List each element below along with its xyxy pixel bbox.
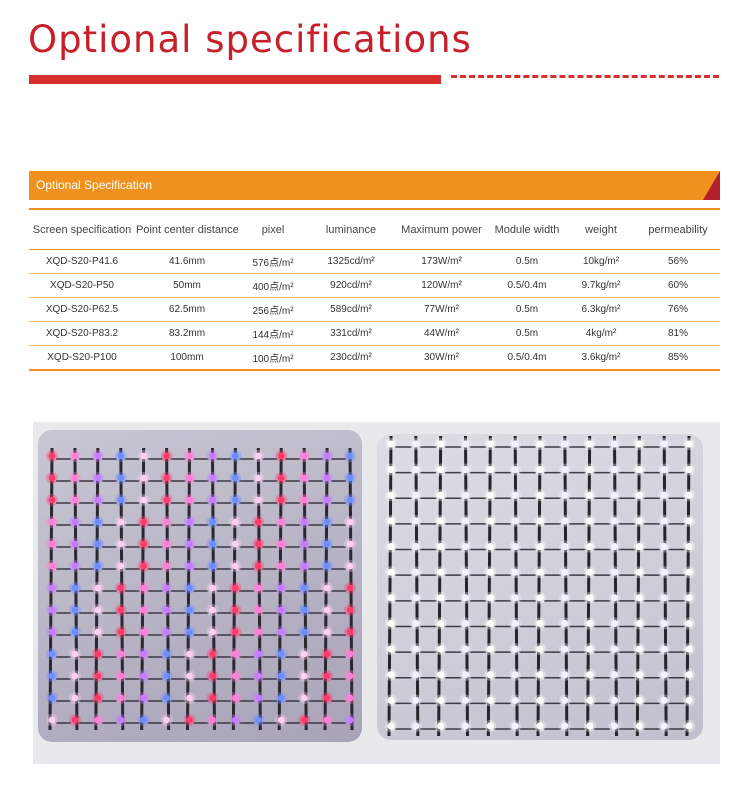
table-cell: 144点/m² <box>239 321 307 346</box>
table-cell: 230cd/m² <box>307 345 395 371</box>
column-header: Module width <box>488 211 566 250</box>
column-header: Screen specification <box>29 211 135 250</box>
white-led-mesh-photo <box>377 434 703 740</box>
table-cell: 256点/m² <box>239 297 307 322</box>
table-cell: 0.5/0.4m <box>488 345 566 371</box>
table-cell: 120W/m² <box>395 273 488 298</box>
column-header: luminance <box>307 211 395 250</box>
table-cell: XQD-S20-P62.5 <box>29 297 135 322</box>
rgb-led-grid-image <box>46 447 356 731</box>
table-cell: 100点/m² <box>239 345 307 371</box>
column-header: pixel <box>239 211 307 250</box>
table-row: XQD-S20-P50 50mm 400点/m² 920cd/m² 120W/m… <box>29 273 720 298</box>
table-cell: 173W/m² <box>395 249 488 274</box>
column-header: weight <box>566 211 636 250</box>
table-cell: 0.5m <box>488 297 566 322</box>
table-cell: 10kg/m² <box>566 249 636 274</box>
table-row: XQD-S20-P41.6 41.6mm 576点/m² 1325cd/m² 1… <box>29 249 720 274</box>
table-row: XQD-S20-P100 100mm 100点/m² 230cd/m² 30W/… <box>29 345 720 371</box>
table-cell: 30W/m² <box>395 345 488 371</box>
table-cell: 0.5/0.4m <box>488 273 566 298</box>
spec-table-top-rule <box>29 208 720 210</box>
table-cell: 56% <box>636 249 720 274</box>
table-cell: 41.6mm <box>135 249 239 274</box>
table-cell: 331cd/m² <box>307 321 395 346</box>
table-cell: 81% <box>636 321 720 346</box>
table-cell: 100mm <box>135 345 239 371</box>
table-cell: 920cd/m² <box>307 273 395 298</box>
table-cell: 0.5m <box>488 249 566 274</box>
table-row: XQD-S20-P62.5 62.5mm 256点/m² 589cd/m² 77… <box>29 297 720 322</box>
spec-table: Screen specification Point center distan… <box>29 211 720 371</box>
table-cell: 3.6kg/m² <box>566 345 636 371</box>
table-cell: XQD-S20-P50 <box>29 273 135 298</box>
table-cell: 0.5m <box>488 321 566 346</box>
table-cell: 50mm <box>135 273 239 298</box>
header-corner-triangle <box>703 171 720 200</box>
table-cell: 6.3kg/m² <box>566 297 636 322</box>
spec-section-header: Optional Specification <box>29 171 720 200</box>
title-underline-bar <box>29 75 441 84</box>
rgb-led-mesh-photo <box>38 430 362 742</box>
spec-section-label: Optional Specification <box>36 178 153 192</box>
table-cell: 44W/m² <box>395 321 488 346</box>
table-cell: 589cd/m² <box>307 297 395 322</box>
column-header: Point center distance <box>135 211 239 250</box>
table-cell: XQD-S20-P41.6 <box>29 249 135 274</box>
table-row: XQD-S20-P83.2 83.2mm 144点/m² 331cd/m² 44… <box>29 321 720 346</box>
spec-table-header-row: Screen specification Point center distan… <box>29 211 720 250</box>
title-dashed-rule <box>451 75 719 78</box>
table-cell: 83.2mm <box>135 321 239 346</box>
table-cell: XQD-S20-P83.2 <box>29 321 135 346</box>
table-cell: 77W/m² <box>395 297 488 322</box>
column-header: permeability <box>636 211 720 250</box>
white-led-grid-image <box>385 435 695 737</box>
table-cell: 62.5mm <box>135 297 239 322</box>
table-cell: 400点/m² <box>239 273 307 298</box>
table-cell: 9.7kg/m² <box>566 273 636 298</box>
table-cell: 60% <box>636 273 720 298</box>
column-header: Maximum power <box>395 211 488 250</box>
table-cell: XQD-S20-P100 <box>29 345 135 371</box>
table-cell: 76% <box>636 297 720 322</box>
table-cell: 85% <box>636 345 720 371</box>
table-cell: 1325cd/m² <box>307 249 395 274</box>
page-title: Optional specifications <box>28 18 472 61</box>
table-cell: 4kg/m² <box>566 321 636 346</box>
table-cell: 576点/m² <box>239 249 307 274</box>
